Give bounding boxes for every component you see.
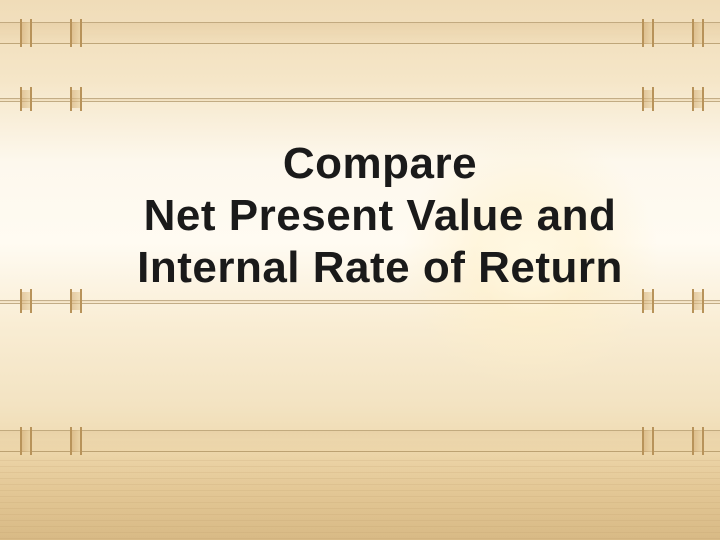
corner-accent-icon	[62, 22, 90, 44]
corner-accent-icon	[12, 292, 40, 310]
corner-accent-icon	[684, 22, 712, 44]
corner-accent-icon	[684, 430, 712, 452]
corner-accent-icon	[12, 430, 40, 452]
corner-accent-icon	[634, 292, 662, 310]
corner-accent-icon	[62, 90, 90, 108]
slide: Compare Net Present Value and Internal R…	[0, 0, 720, 540]
corner-accent-icon	[62, 292, 90, 310]
slide-title: Compare Net Present Value and Internal R…	[100, 138, 660, 294]
bottom-border-band	[0, 430, 720, 452]
corner-accent-icon	[684, 292, 712, 310]
lower-rule	[0, 300, 720, 304]
title-line: Internal Rate of Return	[100, 242, 660, 294]
upper-rule	[0, 98, 720, 102]
corner-accent-icon	[684, 90, 712, 108]
corner-accent-icon	[634, 90, 662, 108]
corner-accent-icon	[634, 22, 662, 44]
corner-accent-icon	[12, 22, 40, 44]
title-line: Compare	[100, 138, 660, 190]
corner-accent-icon	[12, 90, 40, 108]
water-texture-decoration	[0, 440, 720, 540]
top-border-band	[0, 22, 720, 44]
corner-accent-icon	[62, 430, 90, 452]
corner-accent-icon	[634, 430, 662, 452]
title-line: Net Present Value and	[100, 190, 660, 242]
